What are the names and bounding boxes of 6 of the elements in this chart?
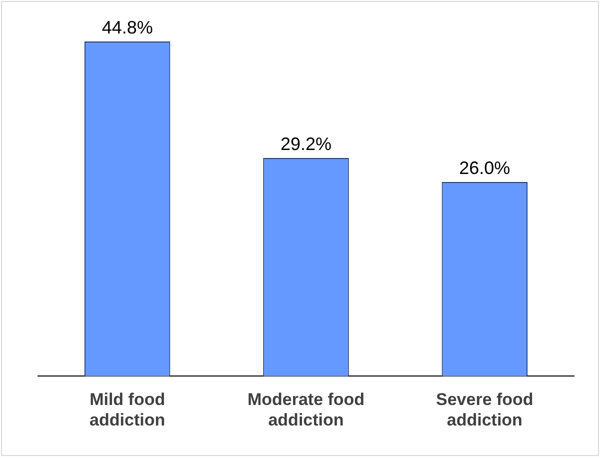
data-label: 44.8% [102,17,153,38]
x-tick-label: Moderate food addiction [247,390,365,430]
x-tick-label: Severe food addiction [436,390,534,430]
data-label: 26.0% [459,158,510,178]
data-label: 29.2% [280,134,332,154]
x-tick-label: Mild food addiction [90,390,166,430]
